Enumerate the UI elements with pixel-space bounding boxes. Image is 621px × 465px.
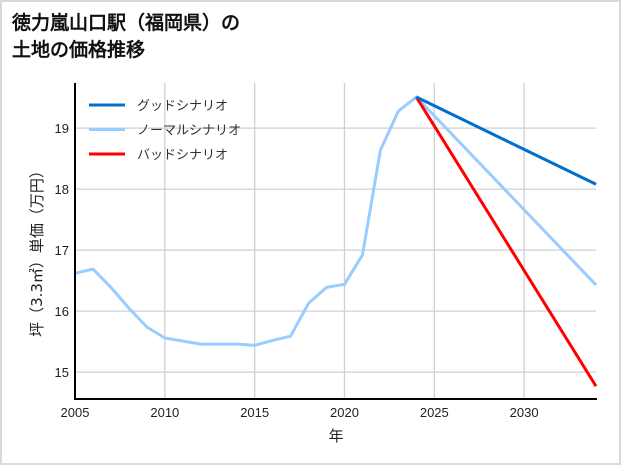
chart-title-line1: 徳力嵐山口駅（福岡県）の (12, 12, 241, 34)
series-line-2 (415, 96, 598, 387)
legend-label: グッドシナリオ (137, 99, 228, 114)
y-axis-label: 坪（3.3㎡）単価（万円） (28, 163, 46, 337)
tick-labels: 2005 2010 2015 2020 2025 2030 15 16 17 18 19 (55, 121, 539, 420)
y-tick-label: 16 (55, 304, 69, 319)
x-tick-label: 2020 (330, 405, 359, 420)
legend-label: ノーマルシナリオ (137, 124, 241, 139)
y-tick-label: 18 (55, 182, 69, 197)
y-tick-label: 17 (55, 243, 69, 258)
x-axis-label: 年 (328, 427, 343, 445)
y-tick-label: 19 (55, 121, 69, 136)
chart-title: 徳力嵐山口駅（福岡県）の 土地の価格推移 (12, 10, 240, 64)
legend-label: バッドシナリオ (137, 148, 228, 163)
x-tick-label: 2005 (61, 405, 90, 420)
y-tick-label: 15 (55, 365, 69, 380)
x-tick-label: 2025 (420, 405, 449, 420)
series-lines (74, 95, 598, 387)
chart-title-line2: 土地の価格推移 (12, 39, 146, 61)
x-tick-label: 2015 (240, 405, 269, 420)
grid (74, 83, 596, 399)
series-line-1 (74, 95, 598, 347)
x-tick-label: 2030 (510, 405, 539, 420)
x-tick-label: 2010 (150, 405, 179, 420)
series-line-0 (415, 95, 597, 186)
